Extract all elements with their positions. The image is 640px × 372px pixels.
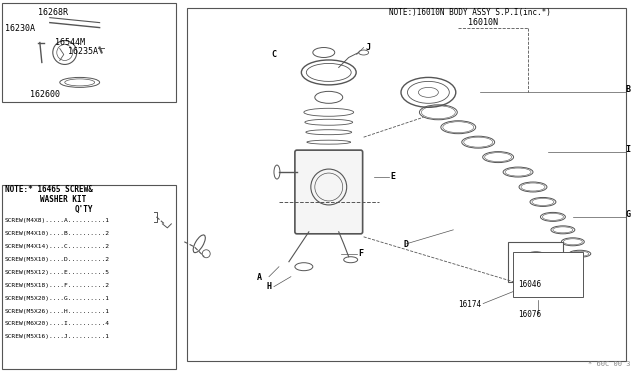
Text: SCREW(M5X20)....G..........1: SCREW(M5X20)....G..........1 <box>5 296 110 301</box>
Text: SCREW(M5X26)....H..........1: SCREW(M5X26)....H..........1 <box>5 308 110 314</box>
Text: F: F <box>358 249 364 258</box>
Text: SCREW(M5X12)....E..........5: SCREW(M5X12)....E..........5 <box>5 270 110 275</box>
Bar <box>2 185 177 369</box>
Text: WASHER KIT: WASHER KIT <box>40 195 86 204</box>
Text: SCREW(M5X16)....J..........1: SCREW(M5X16)....J..........1 <box>5 334 110 339</box>
Bar <box>2 3 177 102</box>
Text: SCREW(M5X18)....F..........2: SCREW(M5X18)....F..........2 <box>5 283 110 288</box>
Text: B: B <box>626 85 630 94</box>
Text: 16544M: 16544M <box>55 38 84 46</box>
Text: H: H <box>267 282 272 291</box>
Text: J: J <box>365 42 371 51</box>
Text: 16174: 16174 <box>458 299 481 308</box>
Text: SCREW(M5X10)....D..........2: SCREW(M5X10)....D..........2 <box>5 257 110 262</box>
Text: NOTE:)16010N BODY ASSY S.P.I(inc.*): NOTE:)16010N BODY ASSY S.P.I(inc.*) <box>388 8 550 17</box>
Text: * 60C 00 3: * 60C 00 3 <box>588 361 630 367</box>
Bar <box>508 242 563 282</box>
Bar <box>188 8 626 361</box>
Text: 16046: 16046 <box>518 280 541 289</box>
Text: SCREW(M4X8).....A..........1: SCREW(M4X8).....A..........1 <box>5 218 110 223</box>
Text: 16076: 16076 <box>518 310 541 318</box>
Text: SCREW(M4X14)....C..........2: SCREW(M4X14)....C..........2 <box>5 244 110 249</box>
Bar <box>513 252 583 296</box>
Text: D: D <box>403 240 408 249</box>
Text: 16235A: 16235A <box>68 48 98 57</box>
Text: Q'TY: Q'TY <box>75 205 93 214</box>
Text: 16268R: 16268R <box>38 8 68 17</box>
Text: I: I <box>626 145 630 154</box>
Text: 16010N: 16010N <box>468 17 498 27</box>
Text: A: A <box>257 273 262 282</box>
Text: NOTE:* 16465 SCREW&: NOTE:* 16465 SCREW& <box>5 185 93 194</box>
Text: SCREW(M6X20)....I..........4: SCREW(M6X20)....I..........4 <box>5 321 110 327</box>
Text: SCREW(M4X10)....B..........2: SCREW(M4X10)....B..........2 <box>5 231 110 236</box>
Text: 16230A: 16230A <box>5 23 35 33</box>
FancyBboxPatch shape <box>295 150 363 234</box>
Text: E: E <box>390 172 396 181</box>
Text: C: C <box>271 51 276 60</box>
Text: G: G <box>626 210 630 219</box>
Text: 162600: 162600 <box>30 90 60 99</box>
